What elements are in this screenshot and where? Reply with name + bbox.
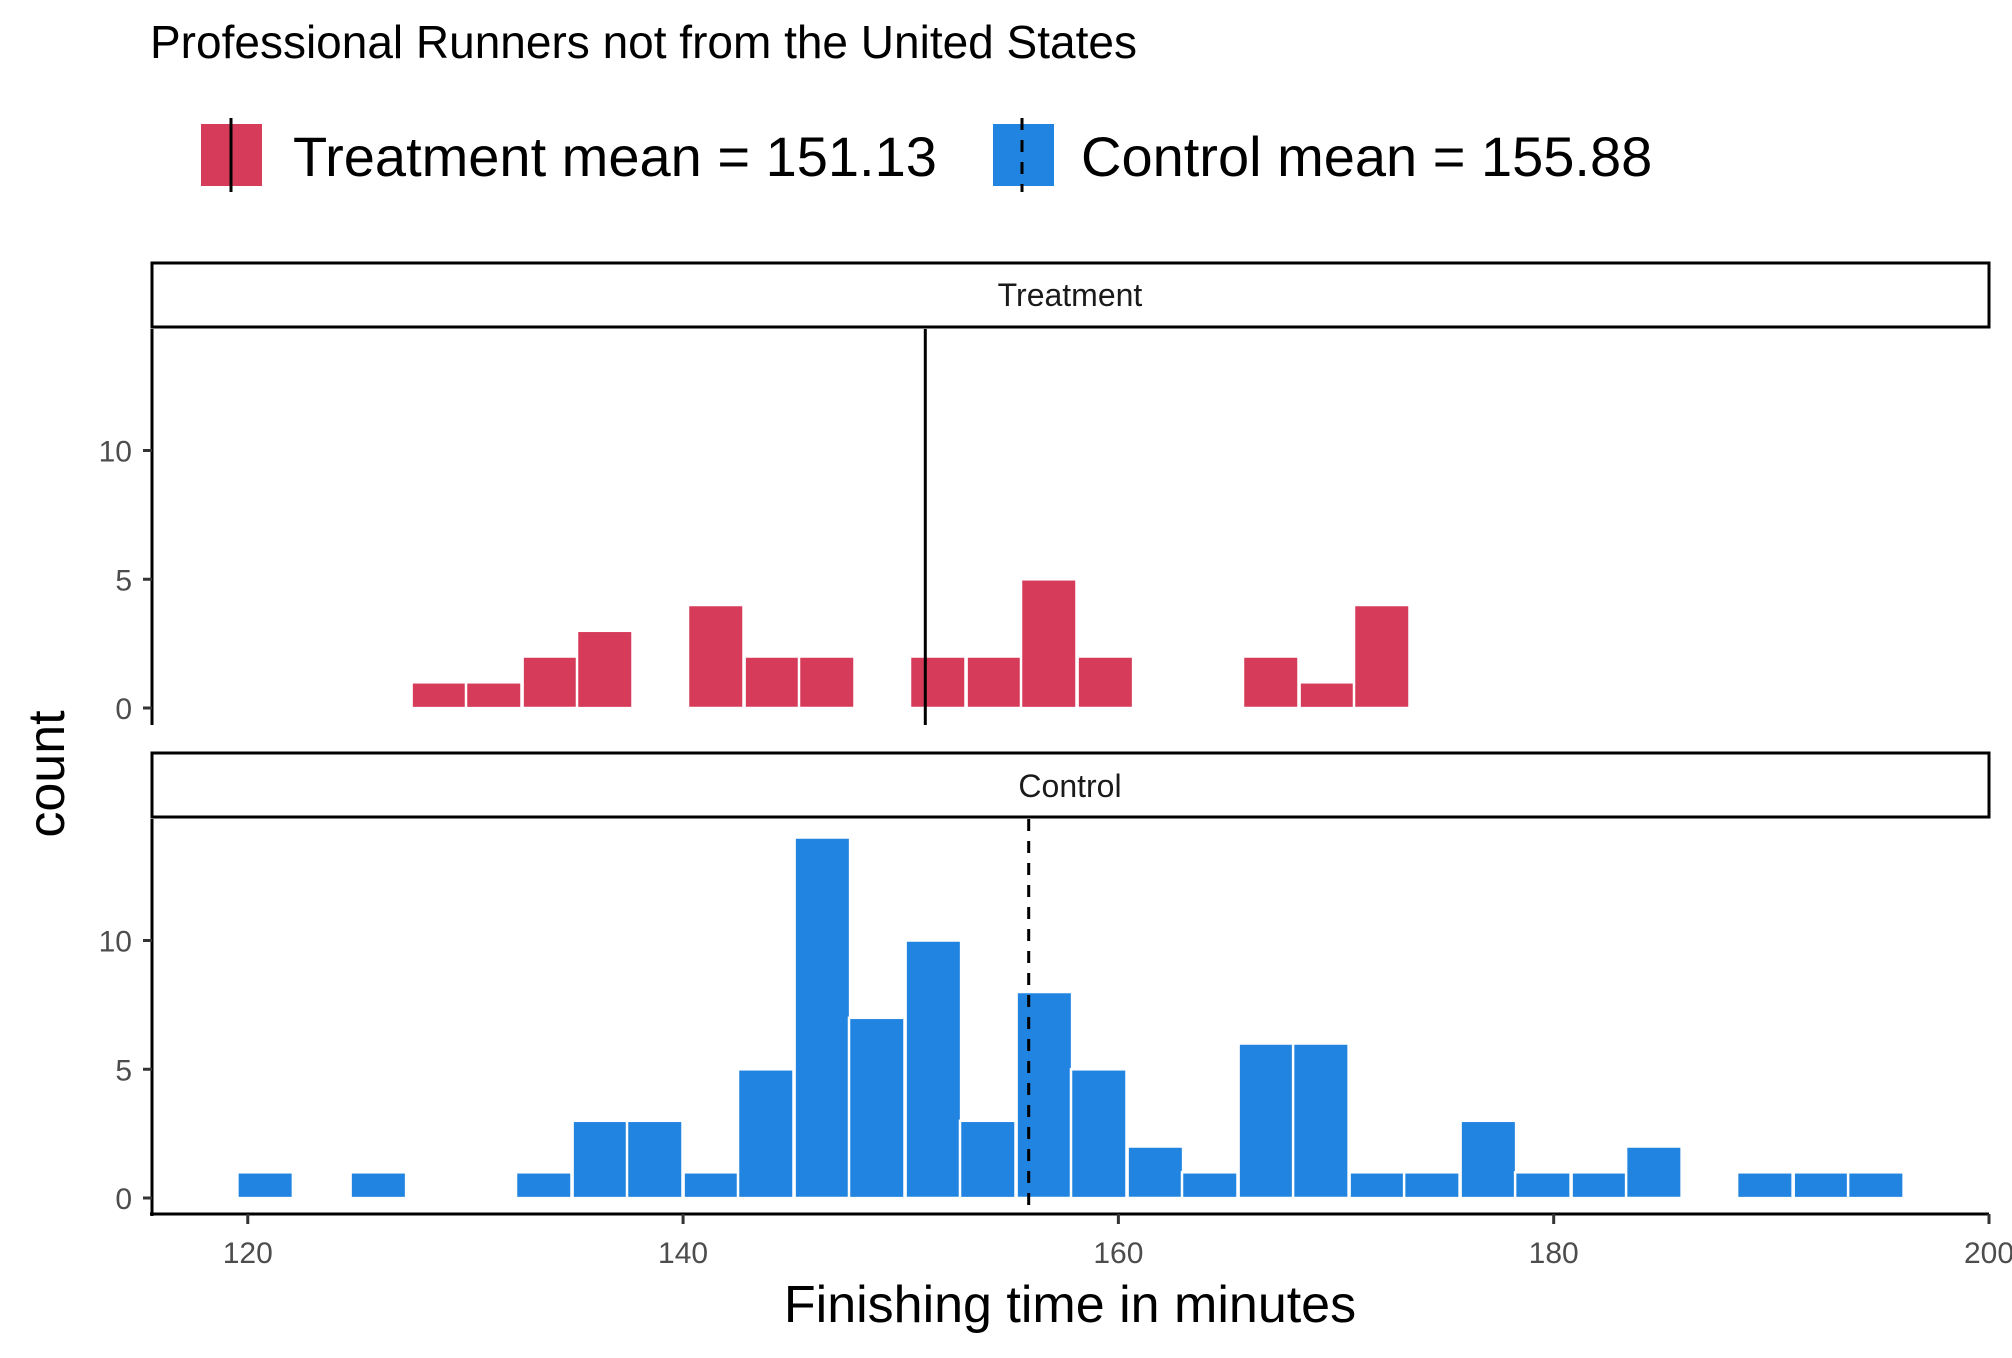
bar-control-20	[1513, 1171, 1572, 1200]
bar-treatment-3	[575, 629, 634, 710]
bar-treatment-4	[686, 603, 745, 710]
bar-control-23	[1735, 1171, 1794, 1200]
bar-treatment-13	[1352, 603, 1411, 710]
legend-key-control	[993, 124, 1054, 186]
bar-control-11	[1015, 990, 1074, 1200]
bar-control-19	[1459, 1119, 1518, 1200]
bar-control-1	[349, 1171, 408, 1200]
bar-control-24	[1792, 1171, 1851, 1200]
bar-control-21	[1570, 1171, 1629, 1200]
legend: Treatment mean = 151.13 Control mean = 1…	[201, 118, 1652, 192]
bar-treatment-9	[1019, 578, 1078, 710]
bar-control-0	[236, 1171, 295, 1200]
bar-treatment-5	[743, 655, 802, 710]
bar-control-25	[1846, 1171, 1905, 1200]
legend-item-treatment: Treatment mean = 151.13	[201, 118, 937, 192]
chart-title: Professional Runners not from the United…	[150, 16, 1137, 68]
bar-control-13	[1126, 1145, 1185, 1200]
bar-control-6	[736, 1068, 795, 1200]
bar-control-12	[1069, 1068, 1128, 1200]
bar-control-8	[847, 1016, 906, 1200]
y-tick-label: 10	[99, 436, 132, 469]
bar-treatment-6	[797, 655, 856, 710]
panel-treatment: Treatment 0 5 10	[99, 261, 1991, 726]
bar-control-22	[1624, 1145, 1683, 1200]
strip-label-treatment: Treatment	[998, 277, 1143, 313]
bar-control-10	[958, 1119, 1017, 1200]
strip-label-control: Control	[1018, 768, 1121, 804]
x-tick-label: 140	[658, 1237, 708, 1270]
bar-control-4	[625, 1119, 684, 1200]
x-axis-title: Finishing time in minutes	[784, 1276, 1356, 1334]
x-ticks: 120 140 160 180 200	[223, 1214, 2012, 1270]
bar-control-9	[904, 939, 963, 1200]
strip-treatment	[150, 261, 1991, 329]
y-tick-label: 0	[115, 693, 132, 726]
bars-treatment	[410, 578, 1411, 710]
y-axis-title: count	[18, 710, 76, 838]
bar-control-15	[1237, 1042, 1296, 1200]
y-ticks-control: 0 5 10	[99, 926, 152, 1216]
legend-label-treatment: Treatment mean = 151.13	[293, 125, 937, 188]
y-ticks-treatment: 0 5 10	[99, 436, 152, 726]
x-tick-label: 200	[1964, 1237, 2012, 1270]
y-tick-label: 5	[115, 564, 132, 597]
bar-treatment-8	[965, 655, 1024, 710]
bar-treatment-0	[410, 681, 469, 710]
bar-control-7	[793, 836, 852, 1200]
bar-control-5	[682, 1171, 741, 1200]
bar-treatment-10	[1076, 655, 1135, 710]
strip-control	[150, 751, 1991, 819]
x-tick-label: 120	[223, 1237, 273, 1270]
legend-item-control: Control mean = 155.88	[993, 118, 1652, 192]
bar-treatment-7	[908, 655, 967, 710]
y-tick-label: 5	[115, 1054, 132, 1087]
x-tick-label: 180	[1529, 1237, 1579, 1270]
bar-control-16	[1291, 1042, 1350, 1200]
y-tick-label: 10	[99, 926, 132, 959]
bar-control-17	[1348, 1171, 1407, 1200]
bar-treatment-12	[1298, 681, 1357, 710]
bar-treatment-1	[464, 681, 523, 710]
bars-control	[236, 836, 1905, 1200]
bar-treatment-11	[1241, 655, 1300, 710]
bar-control-18	[1402, 1171, 1461, 1200]
bar-control-3	[571, 1119, 630, 1200]
bar-treatment-2	[521, 655, 580, 710]
legend-label-control: Control mean = 155.88	[1081, 125, 1652, 188]
y-tick-label: 0	[115, 1183, 132, 1216]
bar-control-2	[514, 1171, 573, 1200]
x-tick-label: 160	[1093, 1237, 1143, 1270]
bar-control-14	[1180, 1171, 1239, 1200]
panel-control: Control 0 5 10 120 140 160 180 200	[99, 751, 2012, 1270]
